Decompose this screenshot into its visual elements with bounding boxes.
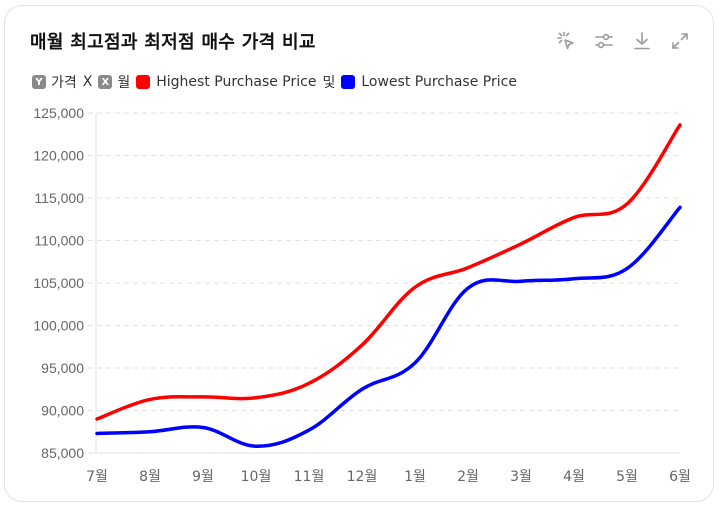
chart-title: 매월 최고점과 최저점 매수 가격 비교	[30, 32, 316, 53]
download-icon[interactable]	[631, 30, 653, 52]
y-axis: 125,000 120,000 115,000 110,000 105,000 100,0…	[33, 105, 97, 461]
select-icon[interactable]	[555, 30, 577, 52]
x-axis: 7월 8월 9월 10월 11월 12월 1월 2월 3월 4월 5월 6월	[86, 469, 691, 485]
x-tick-label: 10월	[241, 469, 272, 485]
y-tick-label: 125,000	[33, 105, 84, 121]
grid-lines	[88, 112, 680, 454]
y-axis-label: 가격	[51, 75, 77, 91]
series-line-highest[interactable]	[95, 123, 682, 421]
y-tick-label: 115,000	[34, 190, 84, 206]
legend-swatch-highest[interactable]	[136, 75, 151, 89]
y-tick-label: 95,000	[41, 360, 84, 376]
x-tick-label: 3월	[510, 469, 532, 485]
legend-label-lowest[interactable]: Lowest Purchase Price	[361, 74, 517, 90]
chart-card: 매월 최고점과 최저점 매수 가격 비교	[4, 5, 714, 502]
x-tick-label: 2월	[457, 469, 479, 485]
series-lines	[95, 123, 682, 448]
legend-label-highest[interactable]: Highest Purchase Price	[156, 74, 317, 90]
series-line-lowest[interactable]	[95, 205, 682, 448]
y-tick-label: 105,000	[33, 275, 84, 291]
y-axis-chip: Y	[32, 75, 46, 89]
x-tick-label: 4월	[563, 469, 585, 485]
x-tick-label: 7월	[86, 469, 108, 485]
x-tick-label: 8월	[139, 469, 161, 485]
y-tick-label: 110,000	[34, 233, 84, 249]
chart-toolbar	[555, 30, 691, 52]
filter-settings-icon[interactable]	[593, 30, 615, 52]
x-tick-label: 11월	[294, 469, 325, 485]
y-tick-label: 100,000	[33, 318, 84, 334]
y-tick-label: 90,000	[41, 403, 84, 419]
legend-swatch-lowest[interactable]	[341, 75, 356, 89]
x-axis-chip: X	[98, 75, 113, 89]
x-tick-label: 6월	[669, 469, 691, 485]
legend-joiner: 및	[322, 75, 336, 91]
x-tick-label: 9월	[192, 469, 214, 485]
y-tick-label: 120,000	[33, 148, 84, 164]
expand-icon[interactable]	[669, 30, 691, 52]
chart-legend: Y 가격 X X 월 Highest Purchase Price 및 Lowe…	[32, 72, 523, 92]
x-tick-label: 5월	[616, 469, 638, 485]
y-tick-label: 85,000	[41, 445, 84, 461]
x-tick-label: 12월	[347, 469, 378, 485]
x-axis-label: 월	[117, 75, 131, 91]
x-tick-label: 1월	[404, 469, 426, 485]
x-prefix: X	[82, 74, 93, 90]
